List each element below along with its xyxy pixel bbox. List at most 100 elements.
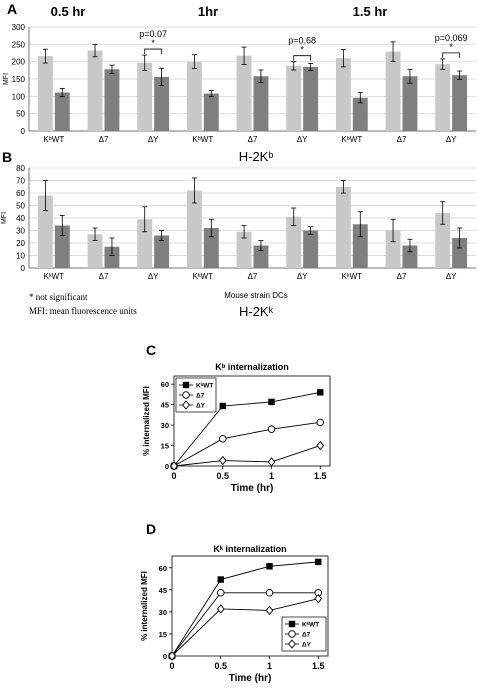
- x-tick-label: 0.5: [214, 661, 227, 671]
- y-tick-label: 60: [159, 564, 167, 573]
- series-line: [173, 391, 321, 467]
- bar: [236, 231, 252, 268]
- category-label: Δ7: [248, 135, 258, 144]
- marker: [288, 639, 296, 649]
- marker: [316, 440, 325, 451]
- y-tick-label: 45: [161, 401, 169, 410]
- legend-label: ΔY: [302, 642, 312, 649]
- y-tick-label: 0: [165, 462, 169, 471]
- y-tick-label: 30: [161, 421, 169, 430]
- legend-label: KᵏWT: [302, 622, 319, 629]
- series-line: [171, 592, 319, 657]
- legend-label: KᵇWT: [196, 383, 213, 390]
- bar: [286, 65, 302, 131]
- bar: [104, 69, 120, 131]
- x-tick-label: 1.5: [312, 661, 325, 671]
- significance-bracket: [442, 52, 461, 58]
- chart-title: Kᵇ internalization: [215, 362, 289, 372]
- bar: [154, 235, 170, 268]
- bar: [452, 238, 468, 268]
- y-tick-label: 15: [161, 442, 169, 451]
- bar: [402, 245, 418, 268]
- bar: [87, 50, 103, 131]
- y-tick-label: 40: [16, 214, 25, 223]
- y-axis-label: MFI: [1, 212, 8, 224]
- legend: KᵇWT Δ7 ΔY: [175, 377, 217, 413]
- y-tick-label: 200: [12, 58, 26, 67]
- bar: [186, 190, 202, 268]
- category-label: ΔY: [148, 135, 159, 144]
- bar: [435, 64, 451, 131]
- marker: [268, 398, 275, 406]
- plot-frame: [171, 555, 329, 657]
- panel-a: A 0 50 100 150 200 250 300 MFI KᵇWT Δ7 ΔY KᵇWT Δ7 ΔY Kᵇ…: [3, 1, 476, 164]
- marker: [265, 605, 274, 616]
- bar: [385, 230, 401, 268]
- y-tick-label: 250: [12, 40, 26, 49]
- category-label: KᵏWT: [193, 272, 214, 281]
- category-label: Δ7: [99, 135, 109, 144]
- marker: [265, 589, 274, 597]
- series-line: [171, 598, 319, 657]
- bar: [335, 58, 351, 132]
- significance-mark: *: [151, 38, 155, 48]
- y-axis-label: % internalized MFI: [142, 386, 151, 456]
- x-tick-label: 1: [269, 471, 274, 481]
- legend-label: Δ7: [196, 393, 205, 400]
- x-tick-label: 0: [171, 471, 176, 481]
- y-tick-label: 0: [21, 127, 26, 136]
- marker: [315, 558, 322, 566]
- marker: [217, 576, 224, 583]
- x-tick-label: 0: [169, 661, 174, 671]
- category-label: Δ7: [397, 135, 407, 144]
- bar: [104, 246, 120, 268]
- x-tick-label: 0.5: [216, 471, 229, 481]
- panel-b: B 0 10 20 30 40 50 60 70 80 MFI KᵏWT Δ7 ΔY KᵏWT Δ7 ΔY KᵏW…: [1, 149, 476, 319]
- category-label: ΔY: [148, 272, 159, 281]
- marker: [266, 563, 273, 570]
- marker: [267, 457, 276, 467]
- marker: [267, 425, 276, 433]
- bar: [335, 186, 351, 268]
- x-tick-label: 1: [267, 661, 272, 671]
- p-value-label: p=0.68: [288, 36, 316, 46]
- y-tick-label: 50: [16, 110, 25, 119]
- time-label: 1.5 hr: [353, 4, 388, 19]
- marker: [168, 651, 176, 661]
- marker: [316, 418, 325, 427]
- category-label: KᵏWT: [342, 272, 363, 281]
- y-tick-label: 30: [16, 227, 25, 236]
- footnote: MFI: mean fluorescence units: [29, 306, 137, 316]
- marker: [216, 589, 225, 597]
- bar: [54, 225, 70, 268]
- category-label: ΔY: [297, 272, 308, 281]
- bar: [435, 213, 451, 268]
- significance-mark: *: [300, 45, 304, 55]
- panel-letter: C: [146, 342, 156, 358]
- legend: KᵏWT Δ7 ΔY: [281, 616, 327, 652]
- bar: [352, 224, 368, 268]
- bar: [154, 76, 170, 131]
- category-label: ΔY: [446, 135, 457, 144]
- p-value-label: p=0.07: [139, 29, 167, 39]
- y-axis-label: % internalized MFI: [140, 571, 149, 641]
- category-label: KᵏWT: [44, 272, 65, 281]
- bar: [303, 66, 319, 131]
- bar: [253, 245, 269, 268]
- category-label: KᵇWT: [192, 135, 213, 144]
- series-line: [171, 561, 319, 657]
- y-tick-label: 10: [16, 252, 25, 261]
- significance-bracket: [293, 55, 312, 61]
- marker: [170, 461, 178, 471]
- x-axis-label: Time (hr): [229, 673, 272, 684]
- significance-bracket: [144, 48, 163, 55]
- bar: [303, 230, 319, 268]
- bar: [402, 76, 418, 131]
- y-tick-label: 30: [159, 608, 167, 617]
- bar: [253, 76, 269, 131]
- bar: [385, 51, 401, 131]
- panel-letter: A: [7, 1, 17, 17]
- panel-letter: D: [146, 521, 156, 537]
- marker: [182, 381, 190, 389]
- y-tick-label: 0: [21, 264, 26, 273]
